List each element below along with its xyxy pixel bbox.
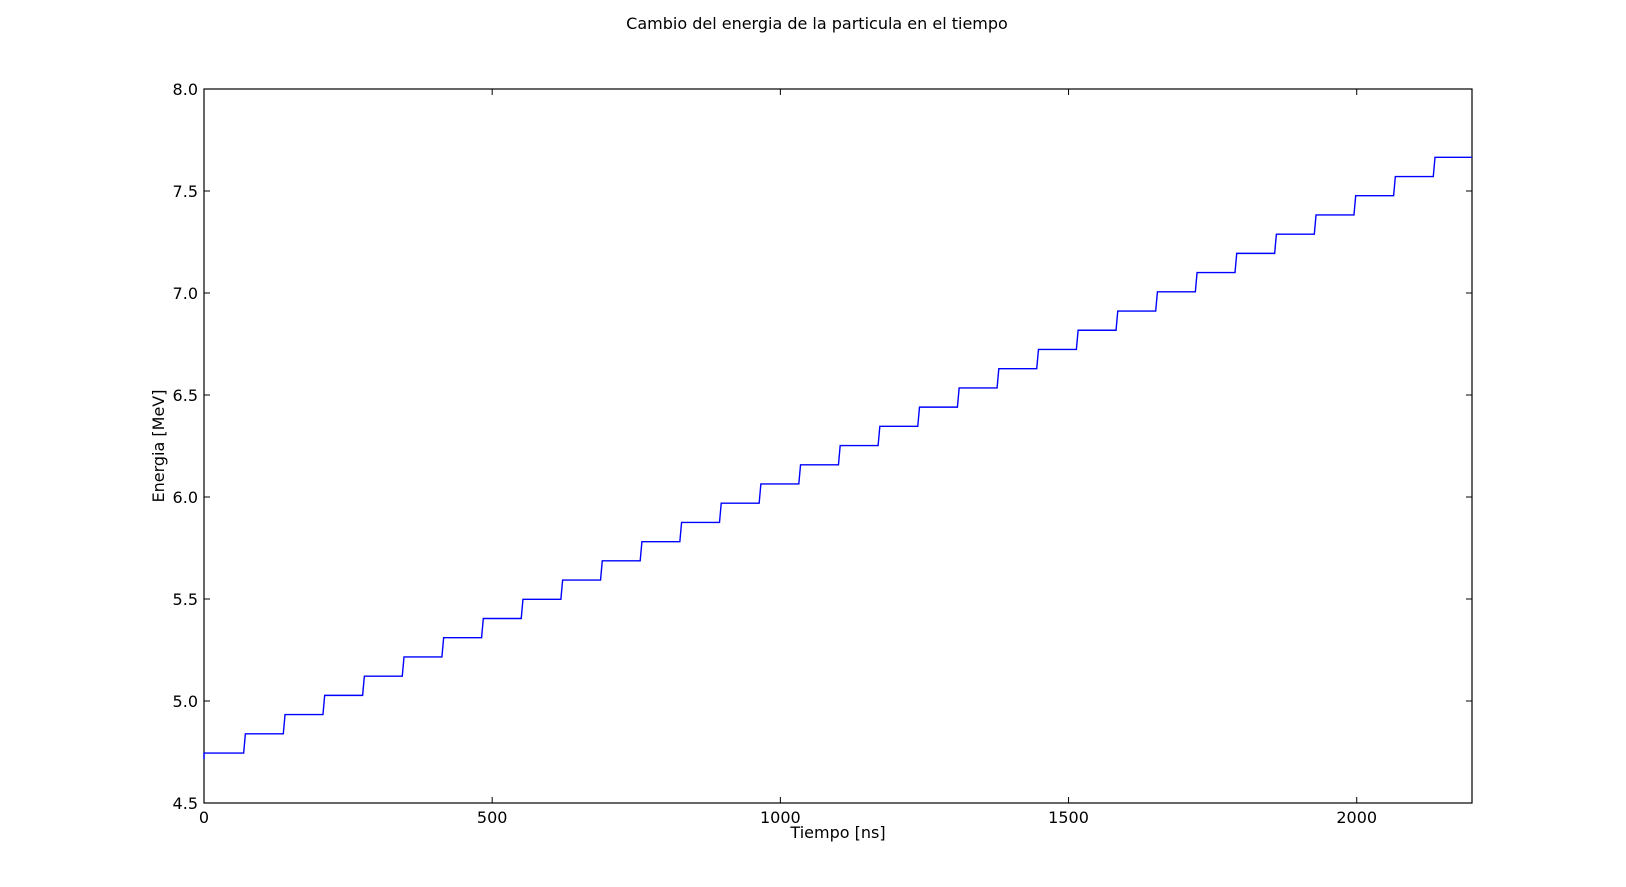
y-tick-label: 5.5 [173, 590, 198, 609]
y-tick-label: 6.0 [173, 488, 198, 507]
y-tick-label: 4.5 [173, 794, 198, 813]
y-tick-label: 5.0 [173, 692, 198, 711]
y-axis-ticks: 4.5 5.0 5.5 6.0 6.5 7.0 7.5 8.0 [173, 80, 1472, 813]
x-axis-title: Tiempo [ns] [789, 823, 885, 842]
y-tick-label: 8.0 [173, 80, 198, 99]
x-tick-label: 2000 [1336, 808, 1377, 827]
y-tick-label: 7.0 [173, 284, 198, 303]
plot-area-frame [203, 88, 1473, 804]
y-axis-title: Energia [MeV] [149, 390, 168, 503]
series-group [203, 156, 1472, 760]
x-tick-label: 500 [477, 808, 508, 827]
series-line-0 [203, 156, 1472, 760]
y-tick-label: 6.5 [173, 386, 198, 405]
x-tick-label: 0 [199, 808, 209, 827]
x-tick-label: 1500 [1048, 808, 1089, 827]
x-tick-label: 1000 [760, 808, 801, 827]
x-axis-ticks: 0 500 1000 1500 2000 [199, 89, 1377, 827]
y-tick-label: 7.5 [173, 182, 198, 201]
chart-title: Cambio del energia de la particula en el… [626, 14, 1008, 33]
